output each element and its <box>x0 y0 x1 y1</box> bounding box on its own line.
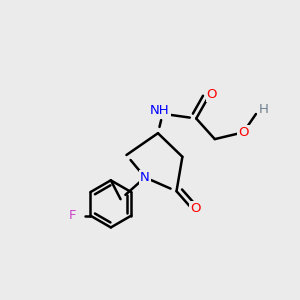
Text: NH: NH <box>150 104 170 117</box>
Text: O: O <box>190 202 200 215</box>
Text: N: N <box>140 171 150 184</box>
Text: H: H <box>258 103 268 116</box>
Text: O: O <box>207 88 217 101</box>
Text: F: F <box>69 209 76 222</box>
Text: O: O <box>238 126 249 139</box>
